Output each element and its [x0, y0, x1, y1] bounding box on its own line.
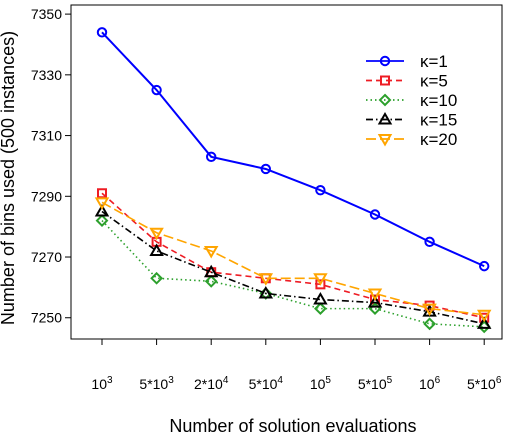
legend-label: κ=10: [420, 91, 457, 110]
series-line: [101, 31, 485, 268]
data-point: [203, 245, 219, 259]
data-point: [315, 185, 326, 196]
legend-item: κ=15: [366, 111, 457, 130]
data-point: [203, 264, 219, 278]
data-point: [423, 317, 437, 331]
data-point: [149, 243, 164, 256]
x-tick-label: 105: [310, 375, 332, 392]
data-point: [258, 285, 274, 299]
data-point: [313, 302, 327, 316]
legend-label: κ=20: [420, 130, 457, 149]
y-axis-title: Number of bins used (500 instances): [0, 31, 18, 325]
x-tick-label: 2*104: [194, 375, 229, 392]
series-5: [94, 197, 492, 323]
legend: κ=1κ=5κ=10κ=15κ=20: [366, 52, 457, 149]
legend-marker: [380, 75, 390, 86]
x-tick-label: 5*104: [249, 375, 284, 392]
y-tick-label: 7270: [31, 249, 62, 265]
legend-label: κ=15: [420, 111, 457, 130]
x-tick-label: 106: [419, 375, 441, 392]
x-tick-label: 103: [91, 375, 113, 392]
legend-item: κ=20: [366, 130, 457, 149]
data-point: [313, 292, 328, 305]
data-point: [97, 188, 107, 199]
legend-label: κ=5: [420, 72, 448, 91]
legend-marker: [379, 55, 391, 67]
y-axis: 7250 7270 7290 7310 7330 7350: [31, 6, 71, 326]
legend-label: κ=1: [420, 52, 448, 71]
data-point: [424, 236, 435, 248]
data-point: [96, 27, 108, 38]
data-point: [258, 273, 274, 286]
data-point: [422, 303, 437, 317]
plot-frame: [70, 4, 503, 340]
series-line: [101, 210, 485, 325]
series-line: [101, 201, 485, 316]
data-point: [260, 163, 271, 175]
legend-marker: [378, 93, 392, 107]
legend-marker: [377, 134, 393, 147]
series-layer: [94, 27, 492, 334]
data-point: [95, 214, 109, 227]
data-point: [94, 203, 110, 217]
data-point: [315, 279, 326, 290]
y-tick-label: 7290: [31, 188, 62, 204]
data-point: [367, 288, 383, 301]
legend-item: κ=1: [366, 52, 448, 71]
x-tick-label: 5*103: [139, 375, 174, 392]
legend-marker: [377, 112, 393, 125]
data-point: [94, 197, 110, 210]
data-point: [367, 295, 383, 308]
x-axis-title: Number of solution evaluations: [169, 416, 416, 434]
y-tick-label: 7310: [31, 128, 62, 144]
data-point: [206, 151, 217, 163]
x-axis: 103 5*103 2*104 5*104 105 5*105 106 5*106: [91, 339, 502, 392]
data-point: [150, 271, 164, 285]
y-tick-label: 7350: [31, 6, 62, 22]
legend-item: κ=5: [366, 72, 448, 91]
data-point: [149, 227, 164, 241]
data-point: [369, 209, 381, 220]
y-tick-label: 7330: [31, 67, 62, 83]
data-point: [204, 274, 218, 288]
data-point: [479, 260, 490, 272]
data-point: [476, 316, 492, 329]
x-tick-label: 5*106: [467, 375, 502, 392]
series-1: [96, 27, 490, 272]
series-line: [101, 192, 485, 319]
x-tick-label: 5*105: [358, 375, 393, 392]
legend-item: κ=10: [366, 91, 457, 110]
data-point: [151, 84, 162, 96]
y-tick-label: 7250: [31, 310, 62, 326]
data-point: [313, 273, 328, 286]
data-point: [476, 309, 492, 323]
